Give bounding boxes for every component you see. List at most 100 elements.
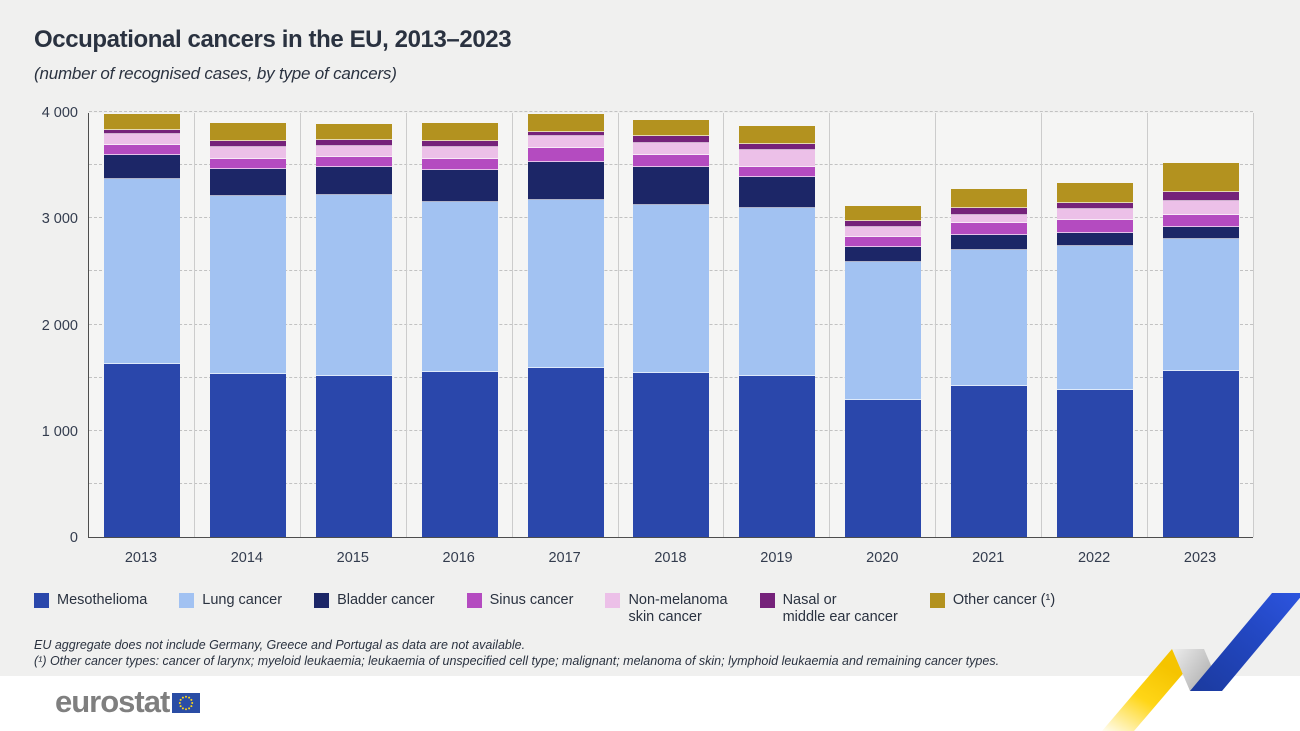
plot-area (88, 111, 1254, 538)
bar-segment (951, 386, 1028, 537)
x-tick-label: 2017 (548, 550, 581, 566)
bar-segment (951, 223, 1028, 236)
bar-segment (633, 119, 710, 137)
stacked-bar (421, 123, 498, 537)
legend-item: Bladder cancer (314, 592, 435, 609)
stacked-bar (739, 126, 816, 537)
bar-segment (951, 250, 1028, 387)
bar-segment (633, 155, 710, 168)
category-column (513, 113, 619, 537)
legend-label: Lung cancer (202, 592, 283, 608)
bar-segment (633, 373, 710, 537)
bar-segment (951, 235, 1028, 251)
gridline (89, 111, 1253, 112)
bar-segment (103, 134, 180, 145)
legend-label: Bladder cancer (337, 592, 435, 608)
stacked-bar (103, 114, 180, 537)
bar-segment (421, 146, 498, 159)
bar-segment (315, 166, 392, 195)
y-tick-label: 2 000 (41, 317, 78, 334)
ribbon-blue-band (1190, 593, 1300, 691)
x-tick-label: 2019 (760, 550, 793, 566)
bar-segment (421, 202, 498, 373)
bar-segment (103, 144, 180, 155)
bar-segment (1163, 163, 1240, 193)
category-column (1042, 113, 1149, 537)
bar-segment (209, 159, 286, 169)
bar-segment (527, 148, 604, 163)
bar-segment (633, 136, 710, 144)
bar-segment (951, 208, 1028, 215)
category-column (89, 113, 195, 537)
legend-swatch (929, 593, 945, 608)
bar-segment (1057, 389, 1134, 537)
category-column (195, 113, 301, 537)
legend-swatch (759, 593, 775, 608)
bar-segment (315, 140, 392, 146)
y-tick-label: 4 000 (41, 105, 78, 121)
chart-subtitle: (number of recognised cases, by type of … (34, 64, 397, 83)
x-tick-label: 2022 (1077, 550, 1111, 566)
stacked-bar (315, 123, 392, 537)
x-tick-label: 2013 (124, 550, 158, 566)
bar-segment (315, 157, 392, 167)
bar-segment (527, 132, 604, 137)
footer-strip (0, 676, 1300, 731)
bar-segment (633, 167, 710, 205)
stacked-bar (1057, 183, 1134, 537)
legend-item: Other cancer (¹) (929, 592, 1055, 609)
bar-segment (1057, 245, 1134, 390)
stacked-bar (845, 206, 922, 537)
bar-segment (1057, 219, 1134, 234)
legend-item: Non-melanoma skin cancer (605, 592, 728, 626)
bar-segment (1163, 226, 1240, 239)
bar-segment (315, 194, 392, 376)
bar-segment (315, 123, 392, 141)
legend-item: Mesothelioma (34, 592, 147, 609)
legend-item: Sinus cancer (466, 592, 573, 609)
bar-segment (739, 207, 816, 377)
stacked-bar (1163, 163, 1240, 537)
legend-label: Nasal or middle ear cancer (782, 592, 898, 625)
bar-segment (739, 143, 816, 150)
bar-segment (527, 162, 604, 201)
bar-segment (1057, 233, 1134, 246)
bar-segment (633, 204, 710, 374)
x-tick-label: 2015 (336, 550, 369, 566)
bar-segment (1057, 183, 1134, 204)
bar-segment (633, 143, 710, 156)
x-tick-label: 2023 (1183, 550, 1217, 566)
bar-segment (845, 262, 922, 401)
bar-segment (103, 154, 180, 180)
category-column (301, 113, 407, 537)
bar-segment (421, 158, 498, 171)
bar-segment (845, 220, 922, 228)
bar-segment (739, 167, 816, 178)
bar-segment (315, 146, 392, 158)
stacked-bar (527, 114, 604, 537)
bar-segment (845, 247, 922, 263)
y-tick-label: 3 000 (41, 211, 78, 228)
x-tick-label: 2021 (972, 550, 1005, 566)
legend-item: Lung cancer (179, 592, 282, 609)
legend-swatch (34, 593, 49, 608)
bar-segment (951, 214, 1028, 224)
chart-title: Occupational cancers in the EU, 2013–202… (34, 26, 512, 53)
bar-segment (951, 189, 1028, 209)
x-tick-label: 2018 (654, 550, 687, 566)
category-column (830, 113, 937, 537)
bar-segment (103, 363, 180, 537)
y-tick-label: 1 000 (41, 423, 78, 440)
eurostat-logo-text: eurostat (55, 684, 170, 719)
bar-segment (209, 123, 286, 142)
legend-swatch (314, 593, 330, 608)
bar-segment (209, 147, 286, 160)
ribbon-yellow-band (1102, 649, 1204, 731)
bar-segment (527, 136, 604, 149)
bar-segment (739, 376, 816, 537)
bar-segment (103, 179, 180, 364)
bar-segment (1057, 209, 1134, 220)
bar-segment (739, 177, 816, 208)
x-tick-label: 2014 (230, 550, 263, 566)
